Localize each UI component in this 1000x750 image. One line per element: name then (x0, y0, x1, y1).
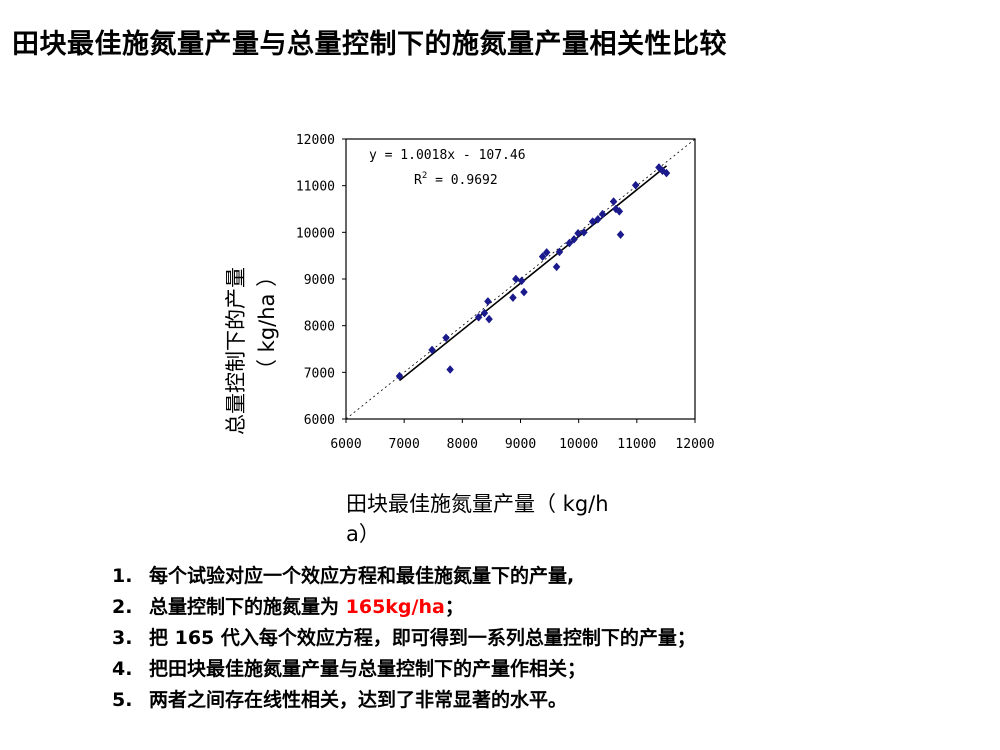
x-tick-label: 8000 (447, 437, 478, 452)
step-text: 把 165 代入每个效应方程，即可得到一系列总量控制下的产量； (149, 627, 696, 649)
data-point (484, 297, 492, 306)
data-point (485, 314, 493, 324)
step-text: 总量控制下的施氮量为 (149, 596, 346, 618)
data-point (616, 230, 625, 240)
r-squared-superscript: 2 (422, 171, 427, 181)
step-text: 两者之间存在线性相关，达到了非常显著的水平。 (149, 689, 568, 711)
step-text: 每个试验对应一个效应方程和最佳施氮量下的产量, (149, 565, 575, 587)
x-axis-title-line2: a） (346, 522, 380, 546)
step-number: 1. (112, 565, 133, 587)
data-point (474, 312, 483, 322)
data-point (446, 365, 454, 374)
data-point (395, 371, 404, 381)
r-squared-r: R (414, 173, 422, 188)
data-point (574, 228, 582, 238)
data-point (517, 276, 526, 286)
data-point (631, 180, 640, 190)
y-tick-label: 9000 (304, 273, 335, 288)
y-tick-label: 8000 (304, 320, 335, 335)
data-point (615, 206, 624, 216)
data-point (442, 333, 450, 343)
data-point (480, 308, 489, 318)
x-tick-label: 12000 (675, 437, 714, 452)
data-point (509, 293, 517, 303)
y-axis-title-line1: 总量控制下的产量 (224, 267, 248, 435)
x-tick-label: 9000 (505, 437, 536, 452)
data-point (609, 197, 618, 206)
r-squared-value: = 0.9692 (427, 173, 497, 188)
data-point (594, 214, 602, 224)
data-point (520, 287, 528, 297)
y-tick-label: 12000 (296, 133, 335, 148)
slide-title: 田块最佳施氮量产量与总量控制下的施氮量产量相关性比较 (12, 29, 727, 60)
data-point (662, 168, 671, 178)
step-number: 3. (112, 627, 133, 649)
data-point (555, 247, 564, 257)
nitrogen-rate-highlight: 165kg/ha (345, 596, 445, 618)
step-item: 1. 每个试验对应一个效应方程和最佳施氮量下的产量, (112, 561, 696, 592)
data-point (552, 262, 561, 272)
data-point (570, 234, 578, 244)
regression-equation: y = 1.0018x - 107.46 (369, 148, 526, 163)
y-tick-label: 6000 (304, 413, 335, 428)
x-tick-label: 7000 (389, 437, 420, 452)
y-tick-label: 7000 (304, 366, 335, 381)
y-tick-label: 11000 (296, 180, 335, 195)
step-number: 5. (112, 689, 133, 711)
step-text: 把田块最佳施氮量产量与总量控制下的产量作相关； (149, 658, 587, 680)
step-item: 2. 总量控制下的施氮量为 165kg/ha； (112, 592, 696, 623)
step-item: 4. 把田块最佳施氮量产量与总量控制下的产量作相关； (112, 654, 696, 685)
x-tick-label: 10000 (559, 437, 598, 452)
r-squared-label: R2 = 0.9692 (414, 171, 498, 188)
data-point (512, 274, 520, 284)
step-item: 5. 两者之间存在线性相关，达到了非常显著的水平。 (112, 685, 696, 716)
data-point (580, 227, 588, 237)
data-point (538, 252, 547, 261)
trendline (399, 165, 667, 382)
x-axis-title: 田块最佳施氮量产量（ kg/h a） (346, 489, 696, 549)
step-number: 2. (112, 596, 133, 618)
y-axis-title: 总量控制下的产量 （ kg/ha ） (208, 240, 288, 435)
x-axis-title-line1: 田块最佳施氮量产量（ kg/h (346, 492, 609, 516)
y-tick-label: 10000 (296, 226, 335, 241)
steps-list: 1. 每个试验对应一个效应方程和最佳施氮量下的产量, 2. 总量控制下的施氮量为 1… (112, 561, 696, 716)
x-tick-label: 6000 (330, 437, 361, 452)
data-point (565, 238, 574, 248)
x-tick-label: 11000 (617, 437, 656, 452)
data-point (428, 345, 436, 355)
step-item: 3. 把 165 代入每个效应方程，即可得到一系列总量控制下的产量； (112, 623, 696, 654)
data-point (598, 209, 607, 219)
data-point (542, 248, 551, 257)
step-number: 4. (112, 658, 133, 680)
step-text-end: ； (444, 596, 464, 618)
y-axis-title-line2: （ kg/ha ） (255, 265, 279, 380)
